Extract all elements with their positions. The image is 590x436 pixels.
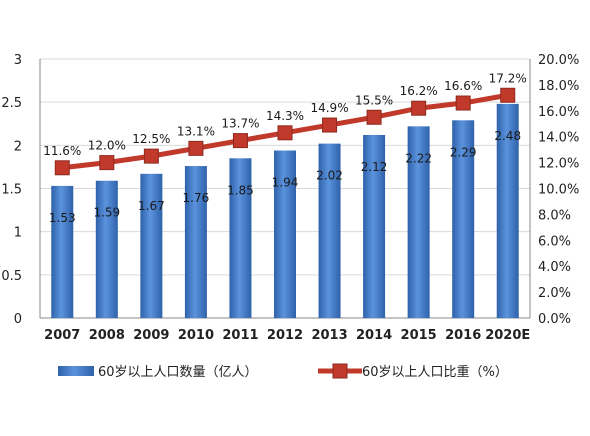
- bar: [363, 134, 386, 318]
- x-tick-label: 2007: [44, 328, 80, 343]
- legend-line-marker: [332, 363, 348, 379]
- x-tick-label: 2008: [89, 328, 125, 343]
- line-point-label: 14.9%: [310, 101, 348, 115]
- bar: [274, 150, 296, 318]
- line-point-marker: [455, 95, 471, 111]
- line-point-marker: [232, 133, 248, 149]
- bar-value-label: 2.22: [405, 151, 432, 165]
- y-right-tick-label: 16.0%: [538, 105, 579, 120]
- axes: 0 0.5 1 1.5 2 2.5 3 0.0% 2.0% 4.0% 6.0% 8.0% 10.0% 12…: [1, 53, 579, 343]
- y-left-tick-label: 2.5: [1, 96, 22, 111]
- legend-bar-swatch: [58, 366, 94, 376]
- bar-value-label: 1.67: [138, 199, 165, 213]
- y-right-tick-label: 14.0%: [538, 131, 579, 146]
- y-left-tick-label: 1.5: [1, 183, 22, 198]
- line-point-marker: [99, 155, 115, 171]
- y-left-tick-label: 3: [14, 53, 22, 68]
- x-tick-label: 2014: [356, 328, 392, 343]
- bar-value-label: 2.02: [316, 169, 343, 183]
- bar: [95, 180, 118, 318]
- x-tick-label: 2009: [133, 328, 169, 343]
- bar: [452, 120, 475, 319]
- y-right-tick-label: 12.0%: [538, 157, 579, 172]
- x-tick-label: 2016: [445, 328, 481, 343]
- y-right-tick-label: 20.0%: [538, 53, 579, 68]
- y-left-tick-label: 0.5: [1, 269, 22, 284]
- bar: [407, 126, 430, 318]
- line-point-marker: [277, 125, 293, 141]
- bar: [496, 103, 519, 318]
- bar: [318, 143, 341, 318]
- line-point-marker: [500, 87, 516, 103]
- bar: [229, 158, 252, 318]
- legend-bar-label: 60岁以上人口数量（亿人）: [98, 365, 258, 380]
- line-point-marker: [366, 109, 382, 125]
- y-right-tick-label: 4.0%: [538, 260, 571, 275]
- line-point-label: 15.5%: [355, 93, 393, 107]
- x-tick-label: 2015: [401, 328, 437, 343]
- y-right-tick-label: 18.0%: [538, 79, 579, 94]
- bar-value-label: 1.76: [183, 191, 210, 205]
- line-point-marker: [322, 117, 338, 133]
- line-point-label: 12.5%: [132, 132, 170, 146]
- x-tick-label: 2020E: [485, 328, 530, 343]
- bar-value-label: 1.85: [227, 183, 254, 197]
- x-tick-label: 2012: [267, 328, 303, 343]
- line-series: [54, 87, 516, 176]
- x-tick-label: 2013: [311, 328, 347, 343]
- bar-value-label: 2.48: [494, 129, 521, 143]
- legend: 60岁以上人口数量（亿人） 60岁以上人口比重（%）: [58, 363, 508, 380]
- bar-value-label: 1.53: [49, 211, 76, 225]
- x-tick-label: 2011: [222, 328, 258, 343]
- line-point-label: 13.7%: [221, 117, 259, 131]
- line-point-label: 16.6%: [444, 79, 482, 93]
- line-point-label: 17.2%: [489, 71, 527, 85]
- y-right-tick-label: 10.0%: [538, 183, 579, 198]
- bar-value-label: 2.12: [361, 160, 388, 174]
- y-left-tick-label: 2: [14, 139, 22, 154]
- line-point-marker: [188, 140, 204, 156]
- line-point-marker: [143, 148, 159, 164]
- y-right-tick-label: 8.0%: [538, 208, 571, 223]
- bar-series: [51, 103, 519, 319]
- y-right-tick-label: 0.0%: [538, 312, 571, 327]
- bar-value-label: 2.29: [450, 145, 477, 159]
- line-point-marker: [411, 100, 427, 116]
- legend-line-label: 60岁以上人口比重（%）: [362, 364, 508, 380]
- y-right-tick-label: 6.0%: [538, 234, 571, 249]
- bar: [140, 173, 163, 318]
- bar: [51, 185, 74, 318]
- y-right-tick-label: 2.0%: [538, 286, 571, 301]
- line-point-label: 13.1%: [177, 124, 215, 138]
- line-point-label: 16.2%: [400, 84, 438, 98]
- y-left-tick-label: 1: [14, 226, 22, 241]
- data-labels: 1.53 1.59 1.67 1.76 1.85 1.94 2.02 2.12 2.22 2.29…: [43, 71, 527, 225]
- line-point-label: 12.0%: [88, 139, 126, 153]
- line-point-marker: [54, 160, 70, 176]
- bar-value-label: 1.59: [93, 206, 120, 220]
- bar-value-label: 1.94: [272, 176, 299, 190]
- x-tick-label: 2010: [178, 328, 214, 343]
- y-left-tick-label: 0: [14, 312, 22, 327]
- line-point-label: 14.3%: [266, 109, 304, 123]
- line-point-label: 11.6%: [43, 144, 81, 158]
- bar: [184, 166, 207, 318]
